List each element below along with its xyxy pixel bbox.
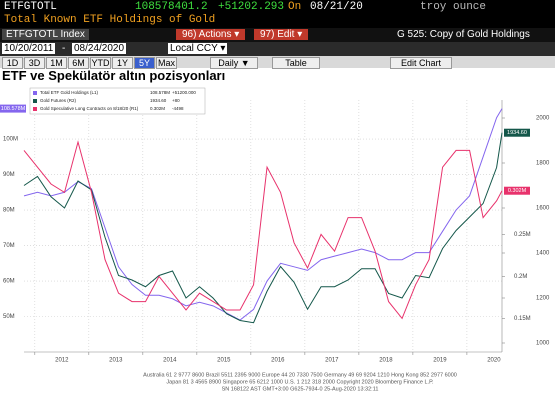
end-date[interactable]: 08/24/2020: [72, 43, 127, 54]
y-tick-label: 70M: [3, 243, 15, 249]
legend-box: [29, 87, 206, 115]
x-tick-label: 2014: [163, 358, 177, 364]
x-tick-label: 2019: [433, 358, 447, 364]
series-line: [23, 140, 503, 320]
y-tick-label: 1800: [536, 161, 550, 167]
date: 08/21/20: [310, 1, 363, 13]
period-button[interactable]: 5Y: [134, 57, 155, 69]
toolbar: ETFGTOTL Index 96) Actions ▾ 97) Edit ▾ …: [0, 28, 555, 42]
y-tick-label: 0.15M: [514, 316, 531, 322]
legend-value: 0.302M: [150, 106, 165, 111]
x-tick-label: 2012: [55, 358, 69, 364]
on-label: On: [288, 1, 302, 13]
y-tick-label: 0.25M: [514, 232, 531, 238]
period-button[interactable]: YTD: [90, 57, 111, 69]
legend-entry: Total ETF Gold Holdings (L1): [40, 90, 99, 95]
frequency[interactable]: Daily ▼: [210, 57, 258, 69]
period-button[interactable]: 3D: [24, 57, 45, 69]
currency[interactable]: Local CCY ▾: [168, 43, 228, 54]
y-tick-label: 60M: [3, 279, 15, 285]
legend: Total ETF Gold Holdings (L1) 108.578M +512…: [29, 87, 206, 115]
y-tick-label: 50M: [3, 314, 15, 320]
ticker: ETFGTOTL: [4, 1, 57, 13]
last-value-box: [504, 128, 530, 137]
legend-entry: Gold Speculative Long Contracts on 8/18/…: [40, 106, 139, 111]
period-bar: Daily ▼ Table Edit Chart 1D 3D 1M 6M YTD 1Y 5Y…: [0, 56, 555, 69]
last-value-label: 108.578M: [1, 106, 26, 112]
actions-menu[interactable]: 96) Actions ▾: [176, 29, 246, 40]
y-tick-label: 0.2M: [514, 274, 527, 280]
x-tick-label: 2017: [325, 358, 339, 364]
y-tick-label: 1400: [536, 251, 550, 257]
legend-change: -4498: [172, 106, 184, 111]
legend-value: 1934.60: [150, 98, 167, 103]
edit-chart-button[interactable]: Edit Chart: [390, 57, 452, 69]
series-line: [23, 132, 503, 324]
last-value: 108578401.2: [135, 1, 208, 13]
y-tick-label: 90M: [3, 172, 15, 178]
legend-entry: Gold Futures (R2): [40, 98, 77, 103]
legend-change: +51200.000: [172, 90, 196, 95]
y-tick-label: 1600: [536, 206, 550, 212]
x-tick-label: 2018: [379, 358, 393, 364]
footer-line: Australia 61 2 9777 8600 Brazil 5511 239…: [143, 372, 457, 378]
security[interactable]: ETFGTOTL Index: [2, 29, 89, 40]
series-line: [23, 108, 503, 321]
start-date[interactable]: 10/20/2011: [2, 43, 56, 54]
description: Total Known ETF Holdings of Gold: [4, 14, 216, 26]
header: ETFGTOTL 108578401.2 +51202.293 On 08/21…: [0, 0, 555, 28]
date-bar: 10/20/2011 - 08/24/2020 Local CCY ▾: [0, 42, 555, 56]
chart: 50M 60M 70M 80M 90M 100M 1000 1200 1400 1600 1800 2…: [0, 84, 555, 400]
x-tick-label: 2020: [487, 358, 501, 364]
last-value-label: 0.302M: [508, 188, 527, 194]
legend-swatch: [33, 107, 37, 111]
period-button[interactable]: 1Y: [112, 57, 133, 69]
legend-swatch: [33, 91, 37, 95]
x-tick-label: 2015: [217, 358, 231, 364]
last-value-box: [504, 186, 530, 195]
y-tick-label: 80M: [3, 208, 15, 214]
last-value-box: [0, 104, 26, 113]
chart-name: G 525: Copy of Gold Holdings: [397, 29, 530, 40]
period-button[interactable]: 6M: [68, 57, 89, 69]
x-tick-label: 2016: [271, 358, 285, 364]
footer-line: SN 168122 AST GMT+3:00 G625-7934-0 25-Au…: [222, 386, 379, 392]
period-button[interactable]: 1M: [46, 57, 67, 69]
footer-line: Japan 81 3 4565 8900 Singapore 65 6212 1…: [166, 379, 434, 385]
change: +51202.293: [218, 1, 285, 13]
unit: troy ounce: [420, 1, 487, 13]
y-tick-label: 2000: [536, 116, 550, 122]
separator: -: [62, 43, 66, 54]
chart-background: [0, 84, 555, 400]
legend-value: 108.578M: [150, 90, 170, 95]
last-value-label: 1934.60: [507, 130, 527, 136]
chart-title: ETF ve Spekülatör altın pozisyonları: [2, 68, 226, 83]
table-button[interactable]: Table: [272, 57, 320, 69]
y-tick-label: 1000: [536, 341, 550, 347]
legend-swatch: [33, 99, 37, 103]
legend-change: +80: [172, 98, 180, 103]
y-tick-label: 100M: [3, 137, 18, 143]
y-tick-label: 1200: [536, 296, 550, 302]
x-tick-label: 2013: [109, 358, 123, 364]
edit-menu[interactable]: 97) Edit ▾: [254, 29, 309, 40]
period-button[interactable]: 1D: [2, 57, 23, 69]
period-button[interactable]: Max: [156, 57, 177, 69]
